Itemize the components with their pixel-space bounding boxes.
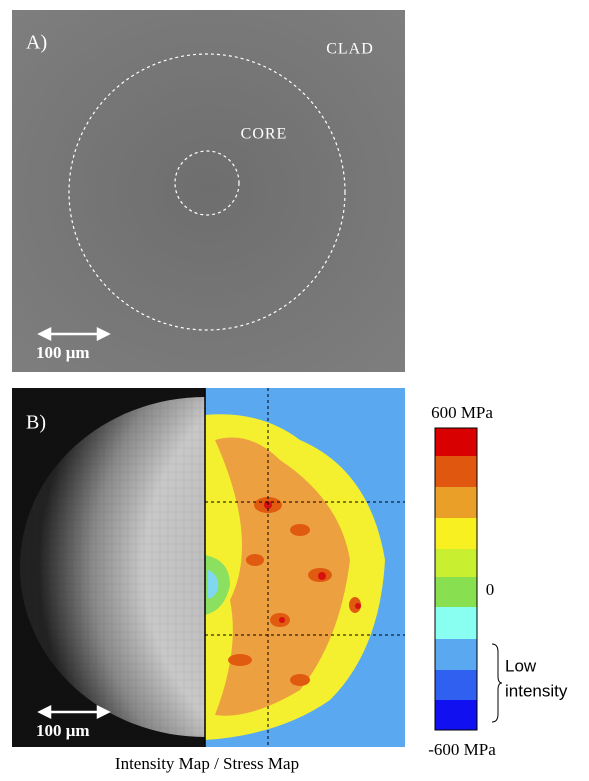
panel-b: B) 100 μm: [12, 388, 405, 747]
pixel-grid: [12, 388, 205, 747]
caption: Intensity Map / Stress Map: [115, 754, 299, 773]
panel-label: B): [26, 412, 46, 434]
note: intensity: [505, 681, 568, 700]
clad-label: CLAD: [326, 41, 374, 58]
colorbar-top: 600 MPa: [431, 403, 493, 422]
panel-label: A): [26, 32, 47, 54]
panel-a: A) CLAD CORE 100 μm: [12, 10, 405, 372]
colorbar-middle: 0: [486, 580, 495, 599]
page: A) CLAD CORE 100 μm B) 100 μm: [0, 0, 589, 776]
colorbar-bottom: -600 MPa: [428, 740, 496, 759]
scale-label: 100 μm: [36, 721, 90, 740]
brace: [492, 644, 502, 722]
colorbar: [435, 428, 477, 730]
figure: A) CLAD CORE 100 μm B) 100 μm: [0, 0, 589, 776]
note: Low: [505, 656, 537, 675]
scale-label: 100 μm: [36, 343, 90, 362]
core-label: CORE: [241, 126, 288, 143]
micrograph: [12, 10, 405, 372]
